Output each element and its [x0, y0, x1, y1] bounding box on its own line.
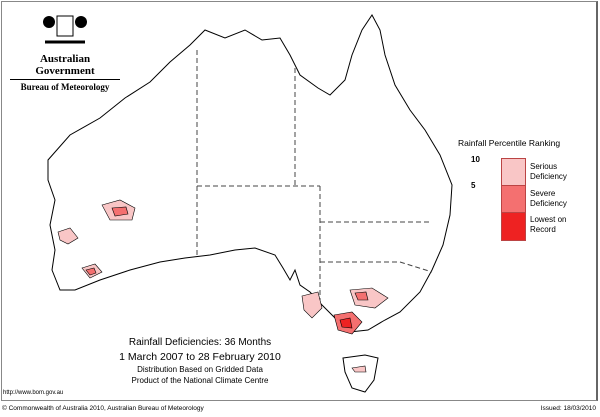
copyright: © Commonwealth of Australia 2010, Austra…	[2, 405, 204, 412]
legend-swatch-lowest	[501, 212, 526, 241]
issued-date: Issued: 18/03/2010	[540, 405, 596, 412]
agency-name: Bureau of Meteorology	[20, 82, 110, 92]
legend-label: Severe Deficiency	[530, 189, 567, 208]
map-credit: Product of the National Climate Centre	[131, 376, 269, 385]
map-subtitle: Distribution Based on Gridded Data	[137, 365, 263, 374]
coat-of-arms-icon	[43, 15, 87, 44]
deficiency-areas	[57, 199, 389, 373]
legend-label: Serious Deficiency	[530, 162, 567, 181]
legend-swatch-severe	[501, 185, 526, 214]
legend-swatch-serious	[501, 158, 526, 187]
map-period: 1 March 2007 to 28 February 2010	[119, 351, 281, 363]
legend: Rainfall Percentile Ranking 10 5 Serious…	[458, 138, 567, 241]
legend-tick: 10	[471, 155, 480, 164]
bom-logo: Australian Government Bureau of Meteorol…	[10, 8, 120, 92]
tasmania-outline	[342, 354, 379, 393]
map-title: Rainfall Deficiencies: 36 Months	[128, 337, 272, 348]
map-frame	[1, 1, 598, 401]
map-titles: Rainfall Deficiencies: 36 Months 1 March…	[100, 337, 300, 385]
state-borders	[196, 50, 433, 300]
legend-tick: 5	[471, 181, 476, 190]
legend-label: Lowest on Record	[530, 215, 567, 234]
government-name: Australian Government	[10, 53, 120, 80]
website-link[interactable]: http://www.bom.gov.au	[3, 390, 64, 396]
australia-outline	[47, 14, 453, 333]
legend-title: Rainfall Percentile Ranking	[458, 138, 561, 148]
